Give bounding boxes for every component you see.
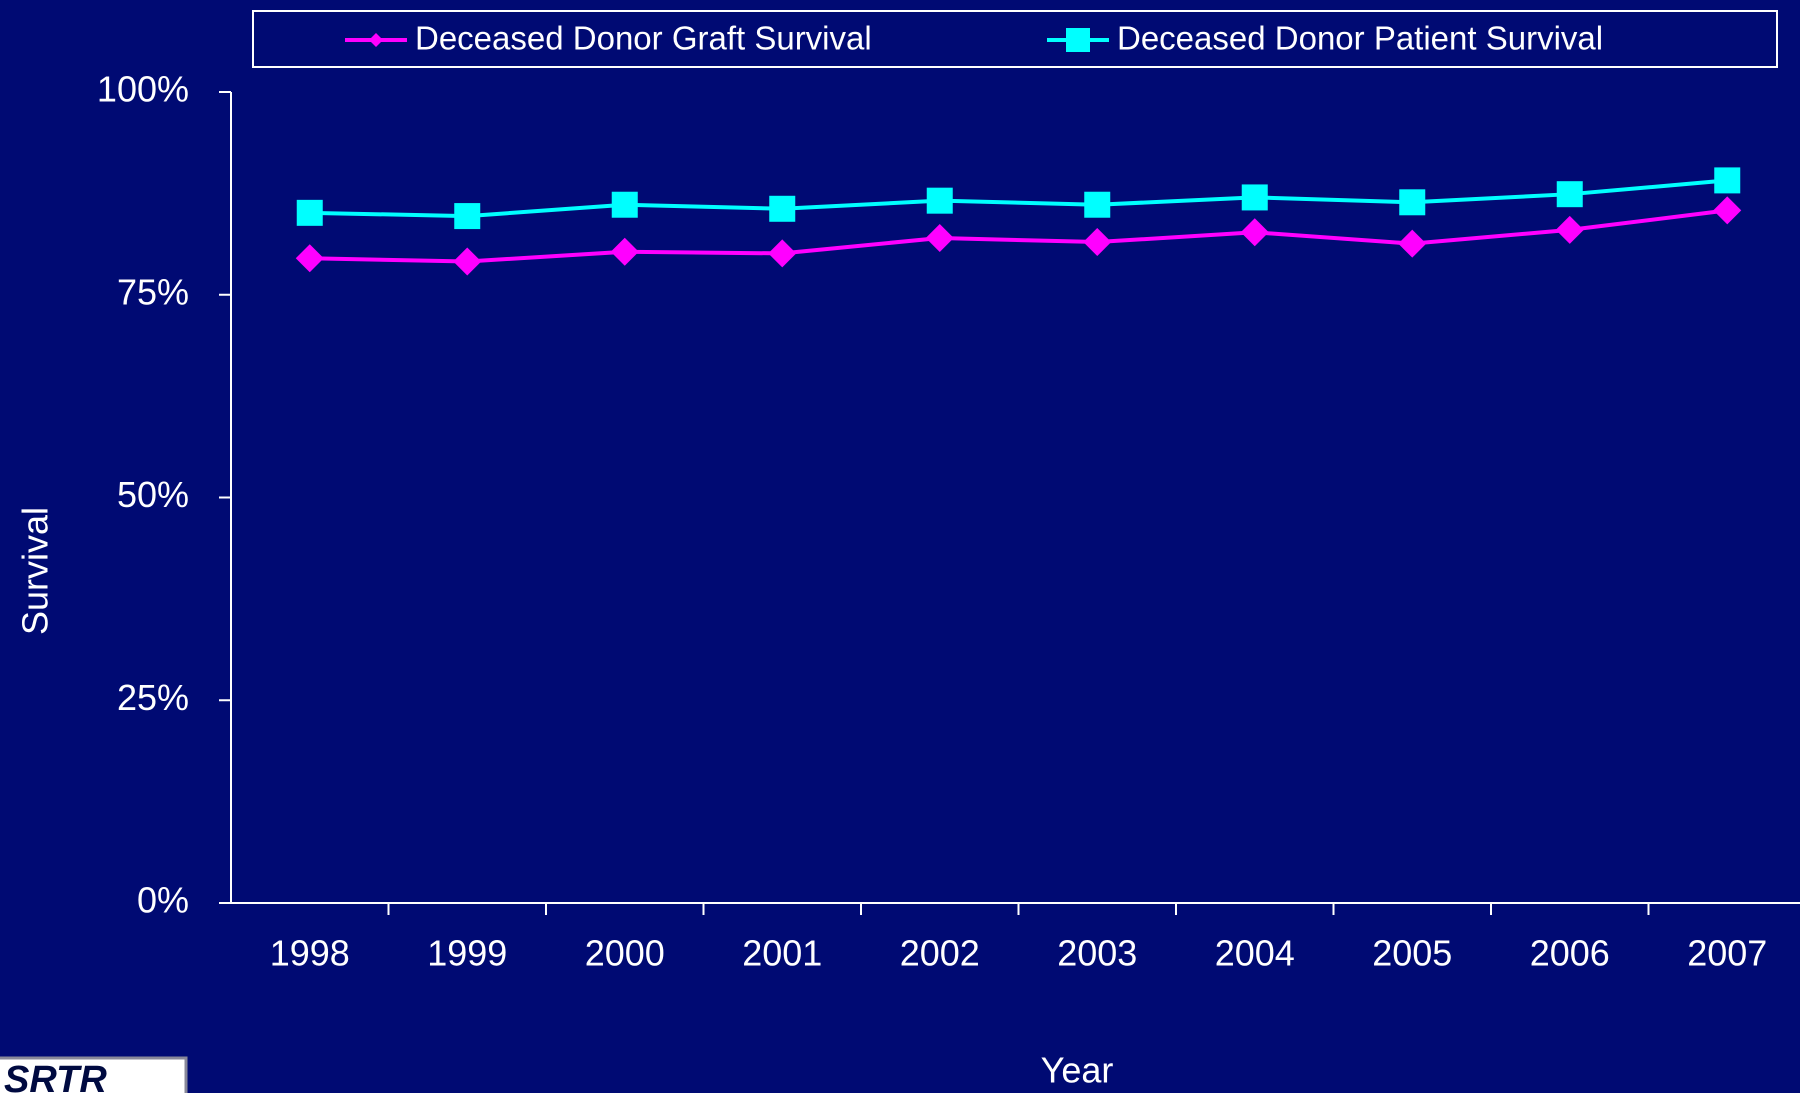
x-axis-title: Year (1041, 1050, 1114, 1091)
data-point (926, 187, 953, 214)
data-point (454, 203, 481, 230)
data-point (610, 237, 639, 266)
x-tick-label: 2003 (1057, 933, 1137, 974)
data-point (1399, 189, 1426, 216)
data-point (769, 195, 796, 222)
y-tick-label: 100% (97, 69, 189, 110)
legend-marker (1066, 28, 1090, 52)
data-point (1398, 229, 1427, 258)
data-point (925, 223, 954, 252)
data-point (1713, 196, 1742, 225)
data-point (1714, 167, 1741, 194)
data-point (1555, 215, 1584, 244)
y-tick-label: 25% (117, 677, 189, 718)
x-tick-label: 1998 (270, 933, 350, 974)
legend-label: Deceased Donor Graft Survival (415, 20, 872, 57)
y-axis-title: Survival (15, 507, 56, 635)
logo: SRTR (4, 1059, 107, 1093)
y-tick-label: 50% (117, 474, 189, 515)
x-tick-label: 2007 (1687, 933, 1767, 974)
x-tick-label: 2006 (1530, 933, 1610, 974)
data-point (295, 244, 324, 273)
y-tick-label: 0% (137, 880, 189, 921)
x-tick-label: 2000 (585, 933, 665, 974)
data-point (1240, 218, 1269, 247)
data-point (1084, 191, 1111, 218)
legend-box (252, 10, 1778, 68)
series-line (309, 208, 1728, 264)
data-point (1241, 184, 1268, 211)
series-line (309, 178, 1728, 219)
x-tick-label: 2005 (1372, 933, 1452, 974)
legend-marker (369, 33, 383, 47)
x-tick-label: 2004 (1215, 933, 1295, 974)
y-tick-label: 75% (117, 271, 189, 312)
data-point (611, 191, 638, 218)
x-tick-label: 2002 (900, 933, 980, 974)
data-point (453, 247, 482, 276)
data-point (296, 199, 323, 226)
legend-label: Deceased Donor Patient Survival (1117, 20, 1603, 57)
x-tick-label: 1999 (427, 933, 507, 974)
data-point (1556, 181, 1583, 208)
data-point (768, 239, 797, 268)
logo-box (0, 1056, 188, 1093)
x-tick-label: 2001 (742, 933, 822, 974)
data-point (1083, 228, 1112, 257)
